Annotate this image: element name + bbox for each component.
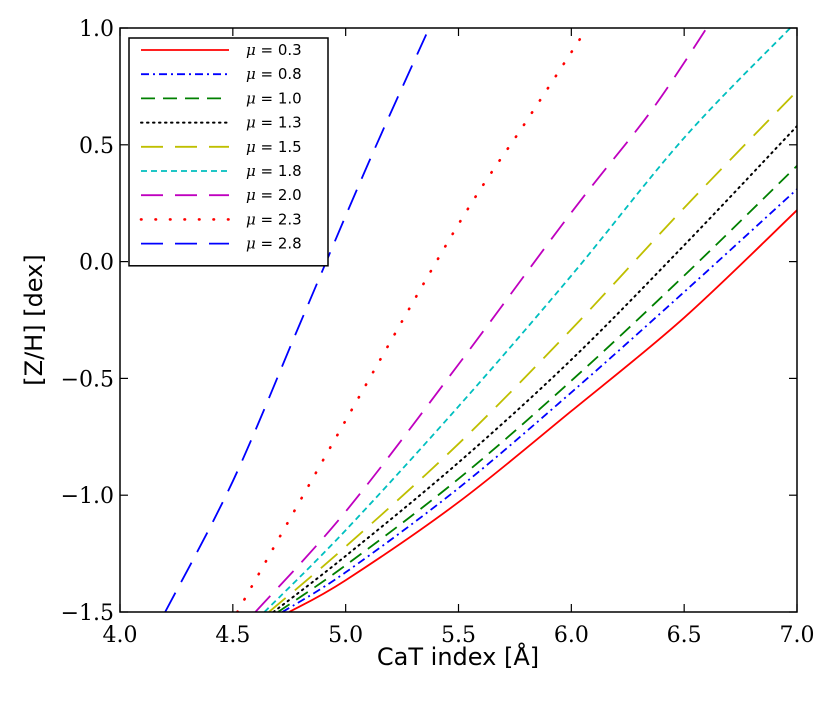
series-lines	[164, 28, 797, 612]
x-tick-label: 6.5	[667, 623, 702, 648]
series-line-5	[263, 28, 791, 612]
x-tick-label: 5.0	[328, 623, 363, 648]
y-tick-label: 0.0	[79, 251, 114, 276]
series-line-4	[268, 90, 797, 612]
y-tick-label: −0.5	[61, 367, 114, 392]
y-tick-label: −1.5	[61, 601, 114, 626]
x-axis-label: CaT index [Å]	[377, 642, 539, 671]
series-line-0	[288, 209, 797, 612]
series-line-1	[282, 188, 797, 612]
legend-label-2: μ = 1.0	[246, 89, 302, 107]
series-line-6	[254, 28, 708, 612]
x-tick-label: 4.0	[103, 623, 138, 648]
x-tick-label: 6.0	[554, 623, 589, 648]
y-axis-label: [Z/H] [dex]	[20, 254, 48, 385]
legend-label-6: μ = 2.0	[246, 186, 302, 204]
legend-label-1: μ = 0.8	[246, 65, 302, 83]
legend-label-3: μ = 1.3	[246, 114, 302, 132]
x-tick-label: 7.0	[780, 623, 815, 648]
legend-label-0: μ = 0.3	[246, 41, 302, 59]
series-line-2	[277, 165, 797, 612]
legend: μ = 0.3 μ = 0.8 μ = 1.0 μ = 1.3 μ = 1.5 μ = 1…	[128, 37, 329, 267]
legend-label-8: μ = 2.8	[246, 235, 302, 253]
series-line-3	[272, 125, 797, 612]
axis-ticks: 4.0 4.5 5.0 5.5 6.0 6.5 7.0 −1.5 −1.0 −0.5 0.0 0.5 1…	[61, 17, 815, 648]
legend-label-4: μ = 1.5	[246, 138, 302, 156]
x-tick-label: 5.5	[441, 623, 476, 648]
y-tick-label: 1.0	[79, 17, 114, 42]
series-line-8	[164, 28, 430, 612]
x-tick-label: 4.5	[215, 623, 250, 648]
legend-box	[128, 37, 329, 267]
legend-label-7: μ = 2.3	[246, 210, 302, 228]
y-tick-label: −1.0	[61, 484, 114, 509]
y-tick-label: 0.5	[79, 134, 114, 159]
legend-label-5: μ = 1.8	[246, 162, 302, 180]
